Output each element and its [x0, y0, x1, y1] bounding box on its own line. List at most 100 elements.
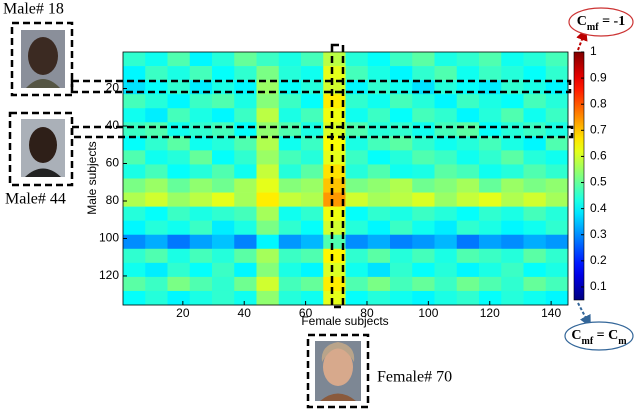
- heatmap-cell: [390, 276, 413, 292]
- heatmap-cell: [545, 234, 569, 250]
- heatmap-cell: [523, 94, 547, 109]
- heatmap-cell: [123, 290, 146, 306]
- heatmap-cell: [479, 164, 502, 179]
- heatmap-cell: [323, 52, 346, 67]
- heatmap-cell: [145, 136, 168, 151]
- heatmap-cell: [501, 52, 524, 67]
- heatmap-cell: [301, 220, 324, 236]
- heatmap-cell: [412, 136, 435, 151]
- heatmap-cell: [189, 262, 213, 278]
- heatmap-cell: [479, 206, 502, 221]
- heatmap-cell: [234, 192, 257, 207]
- heatmap-cell: [189, 122, 213, 137]
- heatmap-cell: [479, 234, 502, 250]
- heatmap-cell: [234, 136, 257, 151]
- heatmap-cell: [434, 192, 458, 207]
- heatmap-cell: [523, 192, 547, 207]
- heatmap-cell: [456, 150, 480, 165]
- heatmap-cell: [145, 150, 168, 165]
- heatmap-cell: [501, 136, 524, 151]
- heatmap-cell: [123, 52, 146, 67]
- heatmap-cell: [323, 192, 346, 207]
- heatmap-cell: [545, 94, 569, 109]
- heatmap-cell: [345, 178, 369, 193]
- heatmap-cell: [390, 206, 413, 221]
- heatmap-cell: [323, 94, 346, 109]
- heatmap-cell: [456, 234, 480, 250]
- heatmap-cell: [412, 290, 435, 306]
- heatmap-cell: [545, 80, 569, 95]
- arrow: [577, 302, 591, 328]
- face-photo: [306, 333, 370, 409]
- heatmap-cell: [545, 290, 569, 306]
- heatmap-cell: [523, 234, 547, 250]
- heatmap-cell: [189, 220, 213, 236]
- heatmap-cell: [256, 234, 280, 250]
- heatmap-cell: [145, 206, 168, 221]
- heatmap-cell: [390, 94, 413, 109]
- heatmap-cell: [234, 262, 257, 278]
- heatmap-cell: [301, 136, 324, 151]
- heatmap-cell: [456, 192, 480, 207]
- heatmap-cell: [212, 94, 235, 109]
- heatmap-cell: [434, 122, 458, 137]
- heatmap-cell: [367, 220, 391, 236]
- heatmap-cell: [545, 206, 569, 221]
- heatmap-cell: [367, 178, 391, 193]
- heatmap-cell: [345, 220, 369, 236]
- heatmap-cell: [501, 178, 524, 193]
- heatmap-cell: [256, 192, 280, 207]
- heatmap-cell: [256, 290, 280, 306]
- heatmap-cell: [189, 206, 213, 221]
- heatmap-cell: [145, 220, 168, 236]
- heatmap-cell: [145, 234, 168, 250]
- heatmap-cell: [456, 206, 480, 221]
- y-tick-label: 100: [99, 231, 119, 245]
- heatmap-cell: [212, 178, 235, 193]
- heatmap-cell: [212, 262, 235, 278]
- heatmap-cell: [212, 150, 235, 165]
- heatmap-cell: [456, 122, 480, 137]
- heatmap-cell: [301, 150, 324, 165]
- heatmap-cell: [501, 220, 524, 236]
- heatmap-cell: [256, 178, 280, 193]
- heatmap-cell: [523, 220, 547, 236]
- x-tick-label: 40: [238, 306, 252, 320]
- heatmap-cell: [234, 234, 257, 250]
- heatmap-cell: [412, 248, 435, 264]
- heatmap-cell: [412, 220, 435, 236]
- colorbar-tick-label: 0.5: [590, 175, 607, 189]
- heatmap-cell: [345, 52, 369, 67]
- heatmap-cell: [456, 66, 480, 81]
- heatmap-cell: [234, 248, 257, 264]
- heatmap-cell: [345, 94, 369, 109]
- heatmap-cell: [479, 150, 502, 165]
- heatmap-cell: [412, 178, 435, 193]
- heatmap-cell: [323, 150, 346, 165]
- heatmap-cell: [479, 52, 502, 67]
- heatmap-cell: [145, 178, 168, 193]
- heatmap-cell: [390, 220, 413, 236]
- heatmap-cell: [123, 262, 146, 278]
- heatmap-cell: [412, 206, 435, 221]
- y-tick-label: 40: [106, 118, 120, 132]
- heatmap-cell: [123, 206, 146, 221]
- heatmap-cell: [545, 192, 569, 207]
- heatmap-cell: [278, 290, 302, 306]
- heatmap-cell: [390, 178, 413, 193]
- heatmap-cell: [212, 66, 235, 81]
- heatmap-cell: [412, 234, 435, 250]
- heatmap-cell: [390, 248, 413, 264]
- heatmap-cell: [167, 234, 191, 250]
- heatmap-cell: [323, 220, 346, 236]
- heatmap-cell: [189, 150, 213, 165]
- colorbar-tick-label: 0.9: [590, 70, 607, 84]
- heatmap-cell: [390, 52, 413, 67]
- heatmap-cell: [145, 122, 168, 137]
- heatmap-cell: [545, 52, 569, 67]
- heatmap-cell: [501, 234, 524, 250]
- colorbar-tick-label: 0.6: [590, 149, 607, 163]
- heatmap-cell: [390, 136, 413, 151]
- heatmap-cell: [456, 108, 480, 123]
- y-tick-label: 20: [106, 81, 120, 95]
